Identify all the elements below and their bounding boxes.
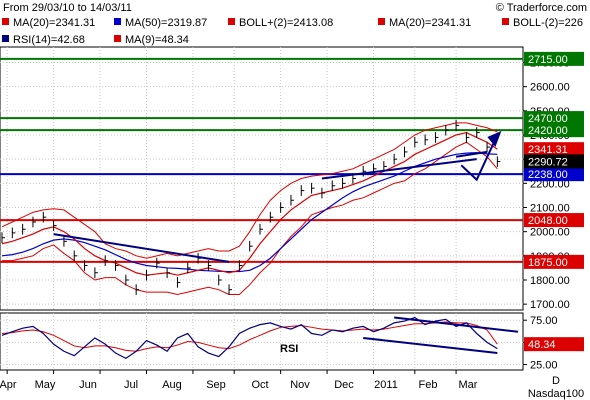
x-tick-label: Nov [290, 379, 310, 391]
price-levels [0, 57, 523, 263]
ma-label: 2290.72 [528, 156, 568, 168]
y-tick-label: 2100.00 [530, 203, 570, 215]
trendline [53, 233, 230, 263]
rsi-grid [0, 313, 523, 370]
legend-item: BOLL+(2)=2413.08 [239, 17, 333, 29]
y-tick-label: 1800.00 [530, 275, 570, 287]
rsi-panel-frame [0, 312, 524, 371]
level-label-box [524, 254, 584, 269]
legend-swatch [114, 35, 121, 42]
legend-swatch [378, 18, 385, 25]
rsi-series [1, 316, 519, 360]
legend-swatch [228, 18, 235, 25]
x-tick-label: 2011 [374, 379, 398, 391]
x-tick-label: Dec [334, 379, 354, 391]
x-tick-label: Mar [459, 379, 478, 391]
x-tick-label: Sep [206, 379, 226, 391]
level-label-box [524, 213, 584, 228]
legend-item: MA(20)=2341.31 [13, 17, 95, 29]
copyright-text: © Traderforce.com [496, 2, 587, 14]
price-series [1, 120, 501, 296]
level-label-box [524, 51, 584, 66]
trendline [321, 158, 477, 180]
level-label: 2420.00 [528, 125, 568, 137]
legend-item: MA(50)=2319.87 [125, 17, 207, 29]
bollinger-upper-line [1, 122, 498, 259]
date-axis: Apr May Jun Jul Aug Sep Oct Nov Dec 2011 Feb Mar [0, 370, 478, 391]
level-label-box [524, 111, 584, 126]
rsi-title: RSI [280, 343, 298, 355]
legend-item: BOLL-(2)=226 [513, 17, 583, 29]
legend-swatch [2, 35, 9, 42]
level-label: 1875.00 [528, 257, 568, 269]
level-label-box [524, 167, 584, 182]
x-tick-label: May [35, 379, 56, 391]
rsi-trendline [363, 336, 498, 355]
ma50-line [1, 152, 498, 273]
rsi-ma-line [1, 321, 498, 352]
price-panel-frame [0, 46, 524, 311]
level-label-box [524, 123, 584, 138]
ma-label-box [524, 142, 584, 157]
date-range-text: From 29/03/10 to 14/03/11 [3, 2, 132, 14]
rsi-current-box [524, 337, 584, 352]
arrow-head [487, 131, 502, 147]
trendline [455, 150, 488, 158]
x-tick-label: Oct [251, 379, 268, 391]
x-tick-label: Jul [124, 379, 138, 391]
level-label: 2715.00 [528, 54, 568, 66]
instrument-label: Nasdaq100 [528, 388, 584, 400]
level-label: 2238.00 [528, 169, 568, 181]
x-tick-label: Aug [162, 379, 182, 391]
rsi-y-tick-label: 75.00 [530, 315, 558, 327]
rsi-line [1, 316, 498, 360]
y-tick-label: 2000.00 [530, 227, 570, 239]
legend-swatch [2, 18, 9, 25]
period-label: D [552, 375, 560, 387]
x-tick-label: Jun [79, 379, 97, 391]
rsi-trendline [394, 316, 519, 333]
legend-item: MA(9)=48.34 [125, 34, 189, 46]
legend-item: MA(20)=2341.31 [389, 17, 471, 29]
ma-label: 2341.31 [528, 144, 568, 156]
legend-row: MA(20)=2341.31 MA(50)=2319.87 BOLL+(2)=241… [2, 17, 583, 29]
price-trendlines [53, 131, 502, 263]
legend-swatch [502, 18, 509, 25]
ma-label-box [524, 154, 584, 169]
x-tick-label: Feb [419, 379, 438, 391]
bollinger-lower-line [2, 141, 498, 296]
legend-row-2: RSI(14)=42.68 MA(9)=48.34 [2, 34, 189, 46]
projection-arrow [460, 134, 499, 182]
x-tick-label: Apr [0, 379, 17, 391]
y-tick-label: 2200.00 [530, 178, 570, 190]
level-label: 2470.00 [528, 113, 568, 125]
level-label: 2048.00 [528, 215, 568, 227]
y-tick-label: 2600.00 [530, 82, 570, 94]
rsi-current-label: 48.34 [528, 339, 556, 351]
legend-item: RSI(14)=42.68 [13, 34, 85, 46]
price-grid [0, 47, 523, 310]
rsi-y-tick-label: 25.00 [530, 360, 558, 372]
price-axis: 1700.001800.001900.002000.002100.002200.… [523, 51, 584, 311]
ma20-line [1, 131, 498, 276]
y-tick-label: 1700.00 [530, 299, 570, 311]
legend-swatch [114, 18, 121, 25]
